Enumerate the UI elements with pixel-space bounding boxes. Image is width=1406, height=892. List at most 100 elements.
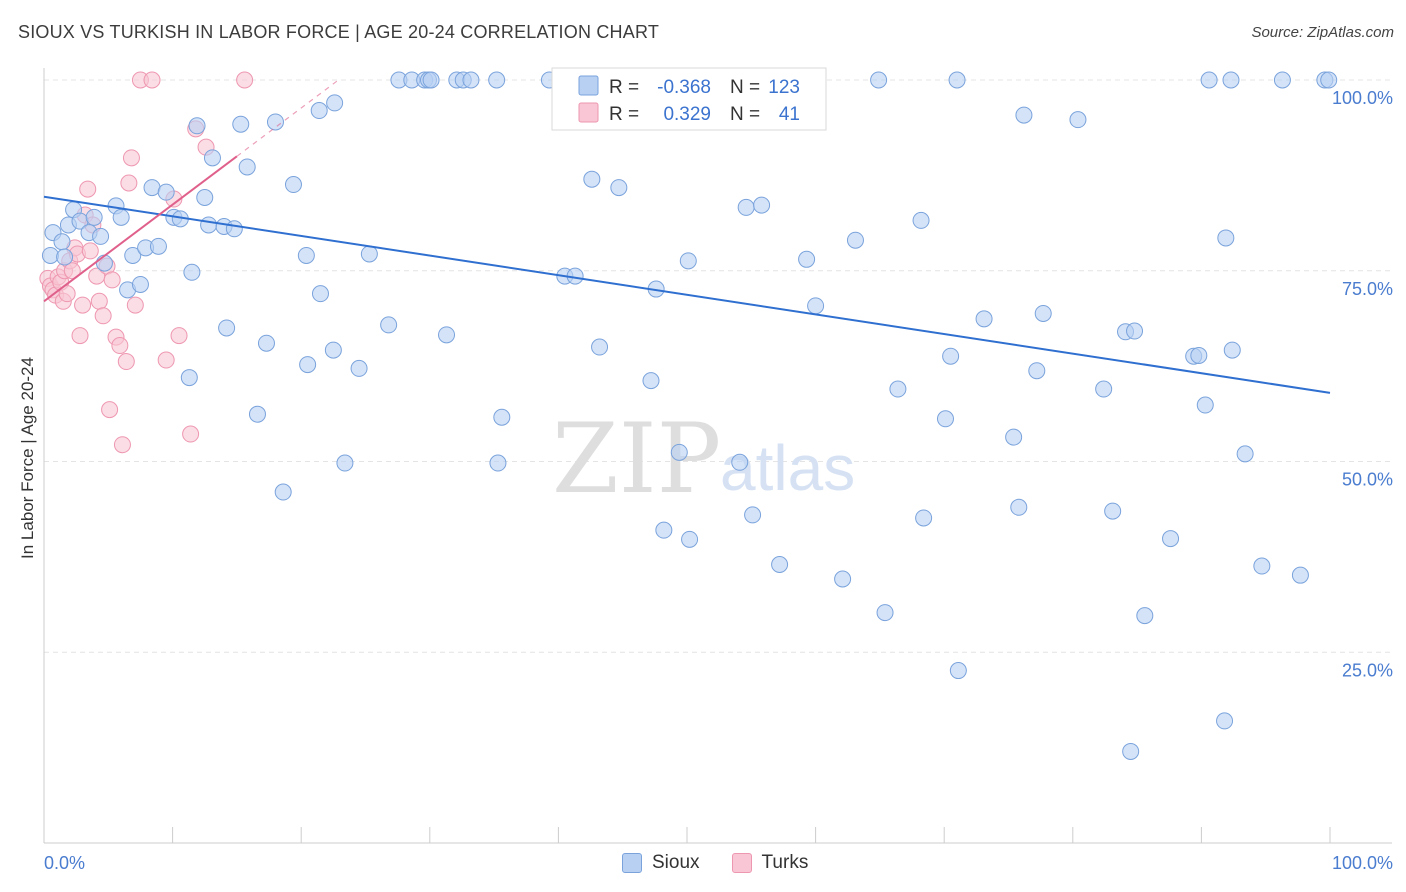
legend-n-label-2: N = bbox=[730, 104, 760, 125]
sioux-point-17 bbox=[143, 179, 161, 197]
sioux-point-101 bbox=[1122, 742, 1140, 760]
sioux-point-83 bbox=[876, 604, 894, 622]
sioux-point-70 bbox=[670, 443, 688, 461]
sioux-point-86 bbox=[915, 509, 933, 527]
legend-label-sioux: Sioux bbox=[652, 852, 700, 873]
sioux-point-24 bbox=[188, 117, 206, 135]
sioux-point-81 bbox=[846, 231, 864, 249]
sioux-point-109 bbox=[1216, 712, 1234, 730]
legend-swatch-sioux-bottom bbox=[622, 853, 642, 873]
turks-point-29 bbox=[120, 174, 138, 192]
y-tick-label-2: 50.0% bbox=[1342, 470, 1393, 490]
sioux-point-96 bbox=[1034, 304, 1052, 322]
sioux-point-84 bbox=[889, 380, 907, 398]
turks-point-34 bbox=[157, 351, 175, 369]
sioux-point-72 bbox=[681, 530, 699, 548]
sioux-point-56 bbox=[462, 71, 480, 89]
sioux-point-25 bbox=[196, 189, 214, 207]
turks-point-36 bbox=[170, 327, 188, 345]
legend-item-turks: Turks bbox=[731, 852, 809, 874]
turks-point-16 bbox=[79, 180, 97, 198]
trend-lines bbox=[43, 79, 1331, 394]
turks-point-30 bbox=[122, 149, 140, 167]
sioux-point-90 bbox=[949, 662, 967, 680]
sioux-point-33 bbox=[248, 405, 266, 423]
sioux-point-44 bbox=[336, 454, 354, 472]
sioux-point-43 bbox=[326, 94, 344, 112]
legend-label-turks: Turks bbox=[761, 852, 809, 873]
turks-point-17 bbox=[81, 242, 99, 260]
sioux-point-95 bbox=[1028, 362, 1046, 380]
sioux-point-31 bbox=[232, 115, 250, 133]
legend-swatch-sioux bbox=[578, 75, 599, 96]
sioux-trend-line bbox=[43, 195, 1331, 394]
y-axis-title: In Labor Force | Age 20-24 bbox=[18, 357, 37, 559]
legend-r-value-2: 0.329 bbox=[663, 104, 711, 125]
source-label: Source: ZipAtlas.com bbox=[1251, 24, 1394, 41]
sioux-point-59 bbox=[493, 408, 511, 426]
sioux-point-115 bbox=[1273, 71, 1291, 89]
sioux-point-88 bbox=[942, 347, 960, 365]
sioux-point-97 bbox=[1069, 111, 1087, 129]
sioux-point-79 bbox=[807, 297, 825, 315]
legend-item-sioux: Sioux bbox=[622, 852, 700, 874]
sioux-point-64 bbox=[591, 338, 609, 356]
x-tick-label-left: 0.0% bbox=[44, 853, 85, 873]
sioux-point-12 bbox=[112, 208, 130, 226]
turks-point-21 bbox=[94, 307, 112, 325]
sioux-point-3 bbox=[56, 248, 74, 266]
legend-r-value-1: -0.368 bbox=[657, 77, 711, 98]
x-tick-label-right: 100.0% bbox=[1332, 853, 1393, 873]
sioux-point-30 bbox=[225, 220, 243, 238]
sioux-point-104 bbox=[1162, 530, 1180, 548]
sioux-points bbox=[41, 71, 1338, 760]
sioux-point-67 bbox=[642, 372, 660, 390]
turks-point-24 bbox=[103, 271, 121, 289]
sioux-point-53 bbox=[438, 326, 456, 344]
sioux-point-47 bbox=[380, 316, 398, 334]
turks-point-8 bbox=[58, 285, 76, 303]
turks-point-37 bbox=[182, 425, 200, 443]
sioux-point-57 bbox=[488, 71, 506, 89]
y-tick-label-0: 100.0% bbox=[1332, 88, 1393, 108]
sioux-point-87 bbox=[936, 410, 954, 428]
sioux-point-8 bbox=[85, 208, 103, 226]
sioux-point-10 bbox=[95, 254, 113, 272]
sioux-point-26 bbox=[200, 216, 218, 234]
turks-trend-line bbox=[43, 155, 238, 303]
turks-point-27 bbox=[113, 436, 131, 454]
sioux-point-76 bbox=[753, 196, 771, 214]
sioux-point-65 bbox=[610, 179, 628, 197]
sioux-point-89 bbox=[948, 71, 966, 89]
sioux-point-63 bbox=[583, 170, 601, 188]
sioux-point-108 bbox=[1200, 71, 1218, 89]
turks-point-13 bbox=[71, 327, 89, 345]
sioux-point-94 bbox=[1015, 106, 1033, 124]
sioux-point-107 bbox=[1196, 396, 1214, 414]
turks-point-26 bbox=[111, 337, 129, 355]
sioux-point-71 bbox=[679, 252, 697, 270]
turks-point-14 bbox=[74, 296, 92, 314]
stats-legend: R = -0.368 N = 123 R = 0.329 N = 41 bbox=[551, 67, 827, 131]
y-tick-label-3: 25.0% bbox=[1342, 660, 1393, 680]
turks-point-20 bbox=[90, 292, 108, 310]
turks-point-10 bbox=[63, 262, 81, 280]
sioux-point-0 bbox=[41, 246, 59, 264]
watermark: ZIP atlas bbox=[552, 403, 855, 515]
legend-swatch-turks bbox=[578, 102, 599, 123]
sioux-point-2 bbox=[53, 233, 71, 251]
sioux-point-38 bbox=[297, 246, 315, 264]
sioux-point-106 bbox=[1190, 346, 1208, 364]
turks-point-40 bbox=[236, 71, 254, 89]
legend-n-value-2: 41 bbox=[779, 104, 800, 125]
sioux-point-74 bbox=[737, 198, 755, 216]
sioux-point-113 bbox=[1236, 445, 1254, 463]
legend-r-label-1: R = bbox=[609, 77, 639, 98]
y-tick-label-1: 75.0% bbox=[1342, 279, 1393, 299]
sioux-point-77 bbox=[771, 556, 789, 574]
sioux-point-41 bbox=[311, 285, 329, 303]
sioux-point-85 bbox=[912, 211, 930, 229]
sioux-point-32 bbox=[238, 158, 256, 176]
sioux-point-93 bbox=[1010, 498, 1028, 516]
sioux-point-118 bbox=[1320, 71, 1338, 89]
